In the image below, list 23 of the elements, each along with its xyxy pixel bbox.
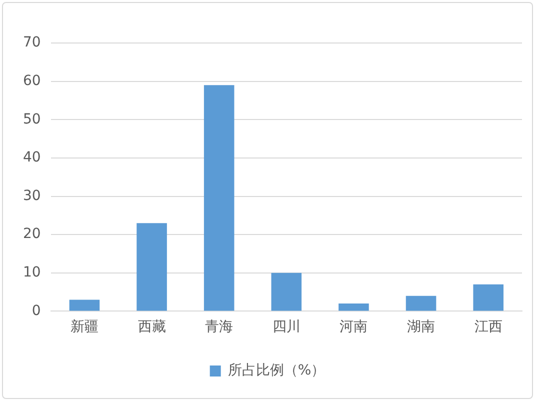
x-tick-label: 西藏 (138, 319, 166, 336)
bar (473, 284, 504, 311)
x-tick-label: 湖南 (407, 319, 436, 336)
y-tick-label: 0 (32, 302, 41, 319)
bar (204, 85, 234, 311)
bar (136, 223, 167, 311)
x-tick-label: 江西 (474, 319, 502, 336)
legend-label: 所占比例（%） (228, 362, 326, 379)
y-tick-label: 40 (22, 150, 41, 166)
bar (69, 300, 100, 311)
y-tick-label: 60 (22, 72, 41, 89)
x-tick-label: 新疆 (70, 319, 98, 336)
bar (338, 304, 369, 311)
y-tick-label: 50 (22, 111, 41, 128)
bar (406, 296, 436, 311)
y-tick-label: 10 (22, 264, 41, 281)
y-tick-label: 20 (22, 226, 41, 242)
bar (271, 272, 302, 311)
x-tick-label: 四川 (272, 319, 300, 336)
x-tick-label: 青海 (205, 319, 234, 336)
y-tick-label: 70 (22, 34, 41, 51)
y-tick-label: 30 (22, 188, 41, 204)
x-tick-label: 河南 (340, 319, 368, 336)
